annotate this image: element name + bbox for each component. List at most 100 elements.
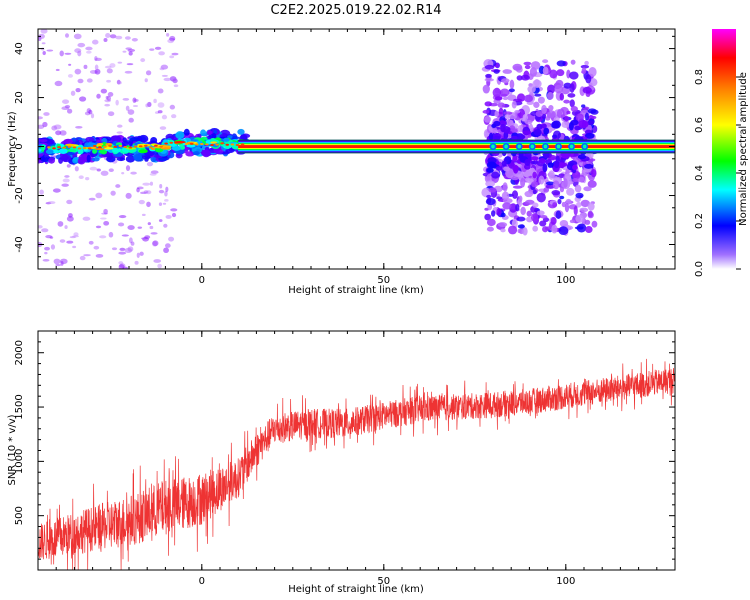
spectrogram-cell: [482, 109, 490, 114]
spectrogram-cell: [103, 220, 110, 226]
spectrogram-cell: [552, 202, 558, 208]
spectrogram-cell: [105, 142, 113, 146]
spectrogram-cell: [569, 83, 575, 93]
spectrogram-cell: [121, 234, 129, 237]
spectrogram-cell: [569, 144, 574, 149]
spectrogram-cell: [79, 255, 86, 261]
spectrogram-cell: [225, 143, 230, 146]
spectrogram-cell: [522, 113, 529, 122]
spectrogram-cell: [163, 247, 169, 254]
spectrogram-panel: 0 50 100 -40 -20 0 20 40 Height of straight lin…: [7, 28, 676, 296]
spectrogram-cell: [526, 210, 532, 217]
spectrogram-cell: [485, 180, 496, 188]
spectrogram-cell: [517, 224, 525, 229]
spectrogram-cell: [146, 201, 151, 208]
spectrogram-cell: [103, 37, 108, 43]
spectrogram-cell: [158, 51, 165, 56]
spectrogram-cell: [556, 144, 561, 149]
spectrogram-cell: [516, 216, 526, 222]
spectrogram-cell: [52, 188, 61, 193]
spectrogram-cell: [64, 52, 72, 55]
spectrogram-cell: [584, 60, 589, 66]
spectrogram-cell: [526, 178, 534, 184]
spectrogram-cell: [131, 38, 138, 42]
spectrogram-cell: [157, 263, 162, 269]
snr-ticks: 0 50 100 500 1000 1500 2000: [14, 331, 676, 587]
y-tick-label: 20: [14, 91, 25, 104]
spectrogram-xlabel: Height of straight line (km): [288, 285, 424, 296]
spectrogram-cell: [200, 129, 207, 136]
spectrogram-cell: [227, 135, 233, 139]
spectrogram-cell: [486, 218, 496, 227]
spectrogram-cell: [173, 84, 179, 88]
spectrogram-cell: [54, 80, 63, 87]
spectrogram-cell: [497, 102, 506, 108]
spectrogram-cell: [533, 101, 540, 108]
spectrogram-cell: [504, 114, 511, 120]
spectrogram-cell: [530, 213, 539, 222]
spectrogram-cell: [107, 111, 115, 117]
spectrogram-cell: [59, 258, 68, 265]
spectrogram-cell: [157, 110, 163, 114]
spectrogram-cell: [551, 224, 558, 234]
spectrogram-cell: [132, 104, 138, 108]
spectrogram-cell: [77, 148, 84, 155]
spectrogram-cell: [72, 245, 77, 249]
spectrogram-cell: [55, 264, 62, 267]
spectrogram-cell: [508, 88, 515, 93]
spectrogram-cell: [520, 177, 526, 188]
spectrogram-cell: [130, 171, 137, 175]
spectrogram-cell: [136, 252, 140, 258]
spectrogram-cell: [580, 199, 591, 208]
spectrogram-cell: [105, 32, 111, 38]
spectrogram-cell: [86, 78, 93, 83]
spectrogram-cell: [484, 101, 492, 107]
spectrogram-cell: [524, 159, 531, 166]
spectrogram-cell: [587, 108, 597, 114]
spectrogram-cell: [169, 141, 174, 144]
spectrogram-cell: [90, 113, 95, 119]
spectrogram-cell: [542, 152, 550, 159]
spectrogram-cell: [38, 116, 43, 120]
spectrogram-cell: [543, 127, 550, 135]
spectrogram-cell: [211, 132, 217, 140]
spectrogram-cell: [149, 181, 154, 186]
spectrogram-cell: [192, 151, 200, 156]
spectrogram-cell: [534, 93, 542, 97]
spectrogram-cell: [585, 74, 592, 84]
spectrogram-cell: [70, 90, 76, 96]
spectrogram-cell: [582, 144, 587, 149]
spectrogram-cell: [106, 95, 112, 101]
spectrogram-cell: [170, 78, 178, 82]
spectrogram-cell: [61, 183, 69, 187]
spectrogram-cell: [569, 71, 579, 80]
spectrogram-cell: [490, 210, 496, 217]
spectrogram-cell: [486, 161, 497, 169]
spectrogram-cell: [83, 254, 91, 257]
snr-background: [38, 331, 675, 570]
spectrogram-cell: [93, 245, 100, 250]
spectrogram-cell: [59, 239, 66, 243]
spectrogram-cell: [133, 153, 143, 161]
spectrogram-cell: [205, 143, 209, 146]
spectrogram-cell: [541, 104, 547, 115]
spectrogram-cell: [532, 79, 542, 88]
spectrogram-cell: [511, 190, 519, 199]
spectrogram-cell: [572, 164, 578, 171]
spectrogram-cell: [103, 145, 107, 148]
spectrogram-cell: [163, 223, 168, 228]
spectrogram-cell: [117, 124, 123, 128]
spectrogram-cell: [140, 237, 148, 240]
spectrogram-cell: [125, 192, 132, 199]
spectrogram-cell: [140, 58, 146, 63]
spectrogram-cell: [536, 192, 546, 203]
spectrogram-cell: [532, 202, 539, 208]
spectrogram-cell: [551, 120, 561, 129]
spectrogram-cell: [173, 140, 186, 144]
spectrogram-cell: [511, 100, 517, 109]
spectrogram-cell: [104, 65, 112, 69]
spectrogram-cell: [504, 144, 508, 149]
spectrogram-cell: [136, 187, 140, 193]
spectrogram-cell: [79, 96, 87, 102]
spectrogram-cell: [142, 182, 151, 186]
